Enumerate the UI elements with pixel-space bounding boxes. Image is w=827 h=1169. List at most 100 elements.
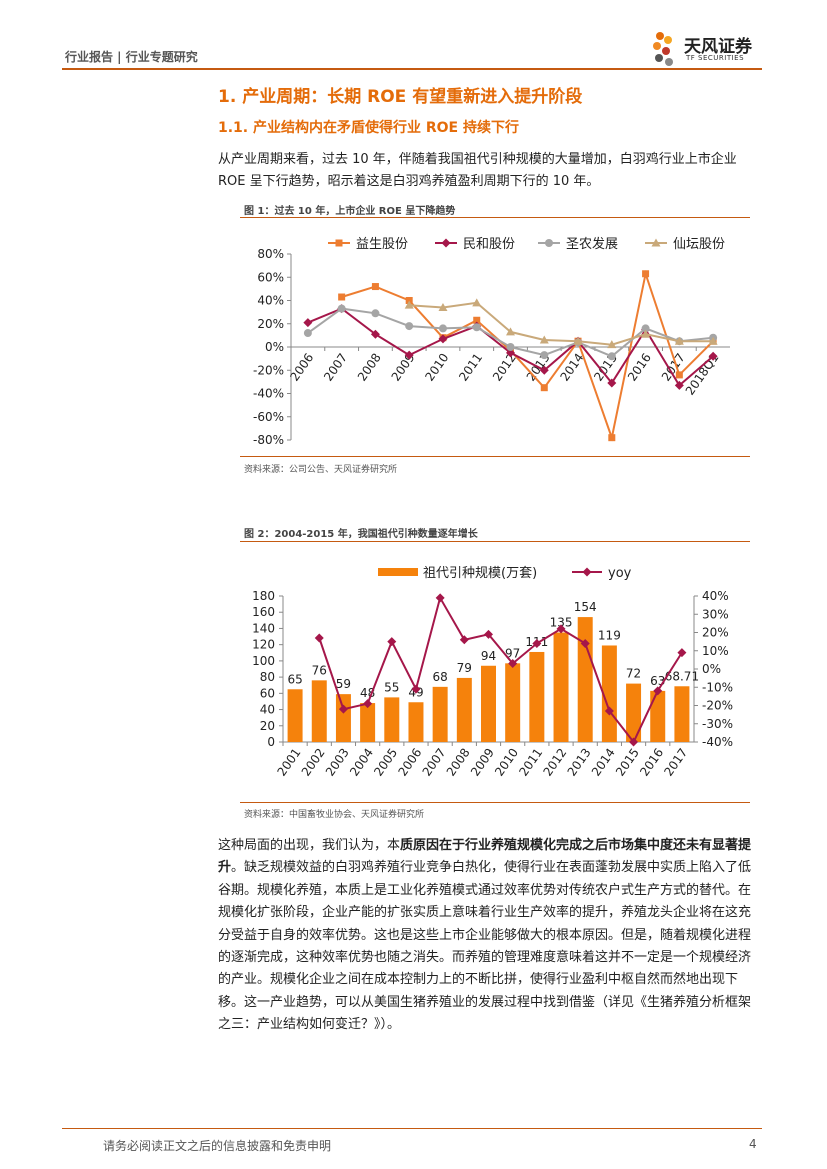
bar (335, 694, 351, 742)
yoy-point (580, 638, 590, 648)
data-point (404, 300, 414, 309)
x-tick-label: 2017 (661, 746, 690, 779)
legend-swatch-bar (378, 568, 418, 576)
y-tick-label: -40% (253, 387, 284, 401)
logo-icon (653, 32, 673, 66)
x-tick-label: 2015 (613, 746, 642, 779)
yoy-point (484, 629, 493, 639)
y-tick-label: -60% (253, 410, 284, 424)
data-point (608, 434, 616, 442)
bar (674, 686, 690, 742)
x-tick-label: 2010 (492, 746, 521, 779)
y-right-tick-label: -20% (702, 699, 733, 713)
y-right-tick-label: 20% (702, 626, 729, 640)
data-point (303, 329, 312, 338)
bar (311, 680, 327, 742)
bar (505, 663, 521, 742)
data-point (642, 270, 650, 278)
data-point (573, 336, 583, 345)
bar-data-label: 119 (598, 628, 621, 642)
legend-marker (335, 239, 343, 247)
bar (553, 632, 569, 742)
bar-data-label: 79 (457, 661, 472, 675)
y-left-tick-label: 0 (267, 735, 275, 749)
y-left-tick-label: 40 (260, 703, 275, 717)
y-right-tick-label: 10% (702, 644, 729, 658)
y-right-tick-label: 0% (702, 662, 721, 676)
x-tick-label: 2008 (444, 746, 473, 779)
figure1-title: 图 1：过去 10 年，上市企业 ROE 呈下降趋势 (244, 206, 456, 217)
data-point (540, 351, 549, 360)
x-tick-label: 2006 (395, 746, 424, 779)
data-point (370, 329, 380, 339)
yoy-point (677, 648, 687, 658)
data-point (539, 365, 549, 375)
data-point (708, 351, 718, 361)
analysis-rest: 。缺乏规模效益的白羽鸡养殖行业竞争白热化，使得行业在表面蓬勃发展中实质上陷入了低… (218, 860, 752, 1033)
yoy-point (387, 637, 397, 647)
yoy-point (435, 593, 445, 603)
figure2-bottom-rule (240, 802, 750, 803)
yoy-point (314, 633, 324, 643)
page-number: 4 (749, 1137, 757, 1151)
bar (287, 689, 303, 742)
bar-data-label: 59 (336, 677, 351, 691)
bar-data-label: 94 (481, 649, 496, 663)
legend-marker (582, 567, 592, 577)
data-point (472, 323, 481, 332)
footer-divider (62, 1128, 762, 1129)
x-tick-label: 2011 (516, 746, 545, 779)
data-point (674, 336, 684, 345)
legend-label: yoy (608, 566, 632, 581)
y-right-tick-label: 40% (702, 589, 729, 603)
bar-data-label: 65 (287, 672, 302, 686)
yoy-point (653, 686, 663, 696)
figure2-title: 图 2：2004-2015 年，我国祖代引种数量逐年增长 (244, 529, 478, 540)
bar (650, 690, 666, 742)
figure1-bottom-rule (240, 456, 750, 457)
data-point (641, 324, 650, 333)
bar (456, 677, 472, 742)
x-tick-label: 2004 (347, 746, 376, 779)
legend-label: 民和股份 (463, 237, 515, 252)
y-left-tick-label: 20 (260, 719, 275, 733)
bar (360, 703, 376, 742)
x-tick-label: 2007 (321, 351, 350, 384)
legend-label: 祖代引种规模(万套) (423, 565, 537, 581)
legend-label: 益生股份 (356, 237, 408, 252)
bar-data-label: 68.71 (665, 669, 699, 683)
y-tick-label: 40% (257, 294, 284, 308)
yoy-point (629, 737, 639, 747)
analysis-prefix: 这种局面的出现，我们认为，本 (218, 838, 401, 853)
data-point (506, 327, 515, 336)
legend-label: 仙坛股份 (673, 237, 725, 252)
y-left-tick-label: 120 (252, 638, 275, 652)
yoy-point (411, 684, 421, 694)
legend-marker (441, 238, 451, 248)
x-tick-label: 2008 (355, 351, 384, 384)
data-point (607, 352, 616, 361)
data-point (472, 298, 482, 307)
x-tick-label: 2010 (422, 351, 451, 384)
logo-name-cn: 天风证券 (684, 37, 752, 57)
data-point (506, 348, 515, 358)
tf-securities-logo: 天风证券 TF SECURITIES (650, 30, 770, 70)
data-point (506, 343, 515, 351)
intro-paragraph: 从产业周期来看，过去 10 年，伴随着我国祖代引种规模的大量增加，白羽鸡行业上市… (218, 152, 737, 189)
x-tick-label: 2009 (389, 351, 418, 384)
legend-marker (651, 238, 661, 247)
data-point (438, 302, 448, 311)
bar-data-label: 68 (433, 670, 448, 684)
bar-data-label: 55 (384, 680, 399, 694)
legend-label: 圣农发展 (566, 236, 618, 252)
bar-data-label: 76 (312, 663, 327, 677)
bar (601, 645, 617, 742)
bar (529, 651, 545, 742)
data-point (338, 293, 346, 301)
y-tick-label: 0% (265, 340, 284, 354)
y-tick-label: 60% (257, 270, 284, 284)
x-tick-label: 2011 (456, 351, 485, 384)
bar (432, 686, 448, 742)
figure2-source: 资料来源：中国畜牧业协会、天风证券研究所 (244, 810, 425, 820)
y-tick-label: 20% (257, 317, 284, 331)
